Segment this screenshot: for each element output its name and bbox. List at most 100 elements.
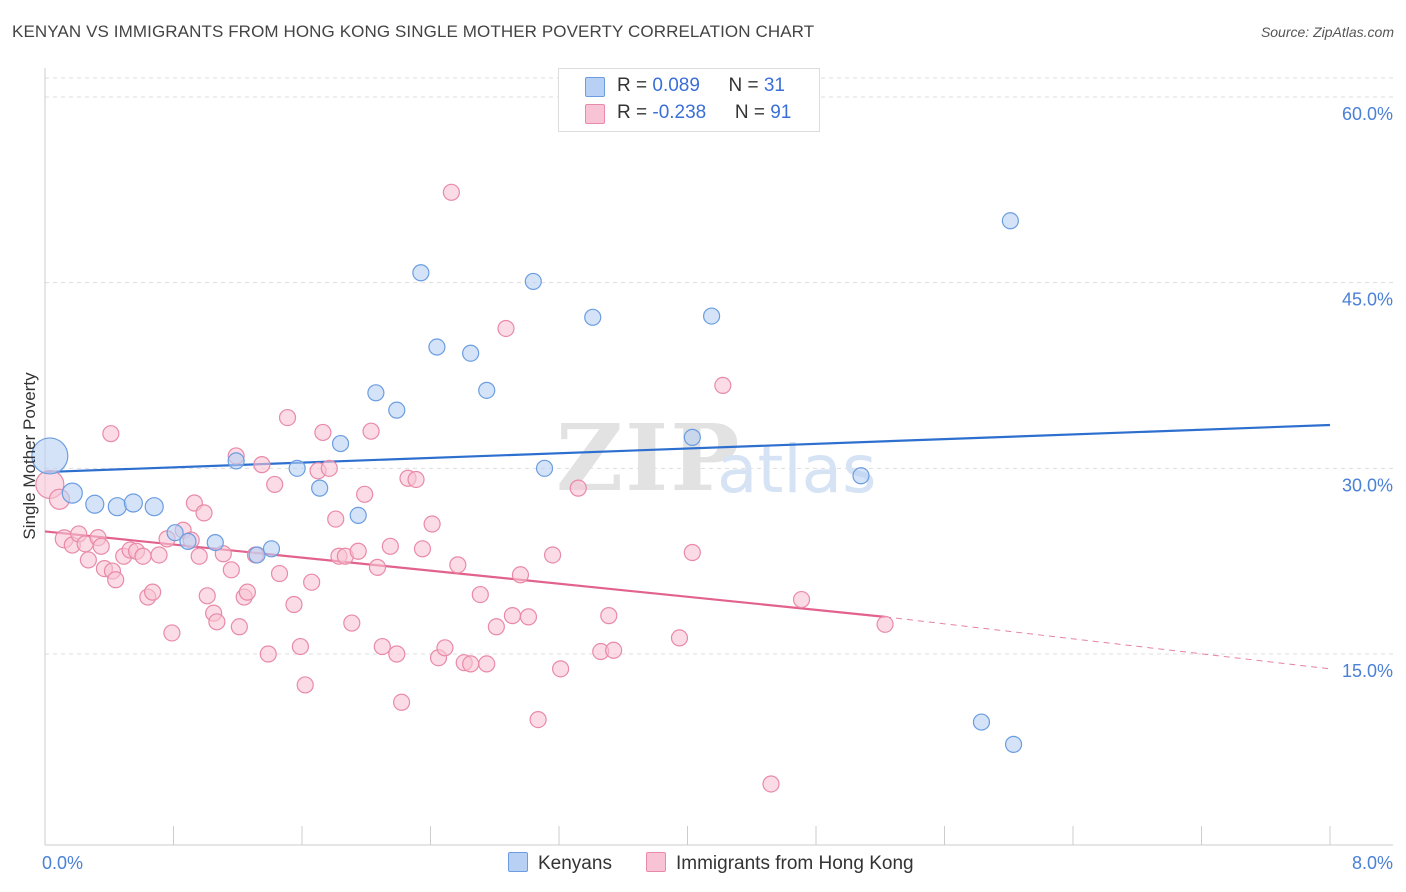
- point-hong-kong: [876, 615, 894, 633]
- point-hong-kong: [471, 585, 489, 604]
- legend-swatch-pink: [585, 104, 605, 124]
- bottom-legend-hong-kong: Immigrants from Hong Kong: [646, 852, 914, 875]
- point-kenyans: [412, 264, 430, 282]
- legend-n-label: N =: [734, 102, 771, 123]
- legend-r-label: R =: [617, 102, 653, 123]
- correlation-legend: R = 0.089 N = 31 R = -0.238 N = 91: [558, 68, 820, 132]
- y-tick-label: 60.0%: [1342, 104, 1393, 124]
- chart-title: KENYAN VS IMMIGRANTS FROM HONG KONG SING…: [12, 22, 815, 41]
- point-hong-kong: [253, 456, 271, 474]
- point-hong-kong: [270, 564, 289, 583]
- point-hong-kong: [683, 543, 701, 562]
- legend-swatch-blue: [585, 77, 605, 97]
- point-kenyans: [85, 494, 105, 514]
- bottom-legend-label-kenyans: Kenyans: [538, 853, 612, 874]
- point-hong-kong: [368, 558, 387, 576]
- point-kenyans: [107, 497, 127, 517]
- point-hong-kong: [230, 618, 248, 636]
- point-hong-kong: [388, 645, 406, 663]
- point-hong-kong: [102, 425, 120, 443]
- point-hong-kong: [327, 510, 345, 528]
- y-tick-label: 45.0%: [1342, 290, 1393, 310]
- point-hong-kong: [198, 587, 216, 605]
- trendline-hong-kong-extension: [885, 616, 1331, 670]
- x-tick-label: 0.0%: [42, 853, 83, 873]
- y-axis-label: Single Mother Poverty: [20, 372, 39, 540]
- point-hong-kong: [222, 561, 240, 579]
- point-hong-kong: [356, 485, 374, 503]
- point-hong-kong: [600, 607, 618, 625]
- y-tick-label: 30.0%: [1342, 475, 1393, 495]
- legend-n-value: 91: [770, 102, 792, 123]
- bottom-legend-swatch-blue: [508, 852, 528, 872]
- legend-r-value: -0.238: [652, 102, 707, 123]
- bottom-legend-swatch-pink: [646, 852, 666, 872]
- point-hong-kong: [238, 583, 256, 601]
- point-kenyans: [428, 338, 446, 356]
- point-hong-kong: [381, 537, 399, 555]
- point-hong-kong: [343, 614, 361, 632]
- point-kenyans: [852, 467, 870, 485]
- point-hong-kong: [605, 641, 623, 659]
- point-hong-kong: [436, 639, 454, 657]
- point-kenyans: [288, 459, 306, 477]
- point-kenyans: [1004, 735, 1023, 753]
- point-kenyans: [524, 272, 542, 291]
- point-hong-kong: [552, 660, 570, 678]
- point-kenyans: [262, 540, 281, 558]
- point-hong-kong: [190, 547, 208, 565]
- point-hong-kong: [569, 479, 587, 497]
- grid-lines: [45, 77, 1393, 655]
- point-kenyans: [311, 479, 329, 497]
- point-hong-kong: [543, 546, 562, 564]
- point-kenyans: [584, 308, 602, 326]
- point-kenyans: [683, 428, 701, 446]
- point-kenyans: [123, 493, 143, 513]
- point-hong-kong: [349, 542, 367, 560]
- point-kenyans: [227, 452, 245, 470]
- point-hong-kong: [462, 655, 480, 673]
- point-hong-kong: [259, 645, 277, 663]
- point-hong-kong: [296, 676, 314, 694]
- point-hong-kong: [303, 573, 321, 591]
- point-hong-kong: [362, 422, 380, 440]
- point-hong-kong: [208, 613, 226, 631]
- point-kenyans: [179, 532, 197, 550]
- point-kenyans: [462, 344, 480, 362]
- point-hong-kong: [478, 655, 496, 673]
- point-kenyans: [206, 533, 224, 552]
- point-hong-kong: [107, 571, 125, 589]
- point-hong-kong: [291, 637, 309, 656]
- point-hong-kong: [423, 515, 441, 533]
- point-hong-kong: [670, 629, 689, 647]
- watermark: ZIP atlas: [556, 404, 877, 512]
- y-tick-label: 15.0%: [1342, 661, 1393, 681]
- point-hong-kong: [413, 540, 432, 558]
- source-label: Source: ZipAtlas.com: [1260, 24, 1394, 40]
- point-kenyans: [144, 497, 164, 517]
- point-hong-kong: [487, 618, 505, 636]
- point-hong-kong: [79, 551, 97, 569]
- point-hong-kong: [503, 607, 522, 625]
- x-tick-label: 8.0%: [1352, 853, 1393, 873]
- point-hong-kong: [134, 547, 152, 565]
- point-kenyans: [349, 506, 367, 524]
- tick-labels: 15.0% 30.0% 45.0% 60.0% 0.0% 8.0%: [42, 104, 1393, 873]
- legend-n-value: 31: [763, 75, 785, 96]
- point-hong-kong: [266, 475, 284, 494]
- point-kenyans: [478, 381, 496, 399]
- data-points: [31, 183, 1023, 793]
- point-kenyans: [702, 307, 721, 325]
- point-kenyans: [61, 482, 83, 504]
- point-kenyans: [388, 401, 406, 419]
- point-hong-kong: [714, 376, 732, 395]
- point-hong-kong: [762, 775, 780, 793]
- point-hong-kong: [144, 583, 162, 601]
- legend-r-label: R =: [617, 75, 653, 96]
- point-hong-kong: [529, 711, 547, 729]
- point-hong-kong: [519, 608, 538, 626]
- point-kenyans: [367, 384, 385, 402]
- point-hong-kong: [373, 637, 391, 656]
- point-hong-kong: [150, 546, 168, 564]
